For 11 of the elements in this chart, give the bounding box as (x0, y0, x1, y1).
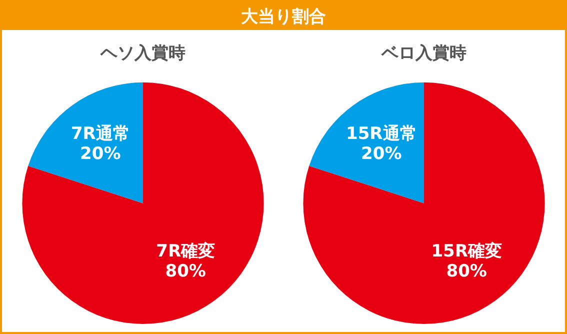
slice-label: 7R通常 (70, 124, 130, 144)
data-label: 20% (361, 144, 402, 164)
chart-title: ヘソ入賞時 (99, 44, 186, 64)
slice-label: 15R通常 (346, 124, 418, 144)
slice-label: 7R確変 (156, 241, 215, 262)
data-label: 80% (446, 261, 488, 282)
data-label: 20% (80, 144, 120, 164)
chart-title: ベロ入賞時 (380, 44, 467, 64)
text: 大当り割合 (2, 2, 565, 30)
slice-label: 15R確変 (431, 241, 502, 262)
data-label: 80% (165, 261, 206, 282)
